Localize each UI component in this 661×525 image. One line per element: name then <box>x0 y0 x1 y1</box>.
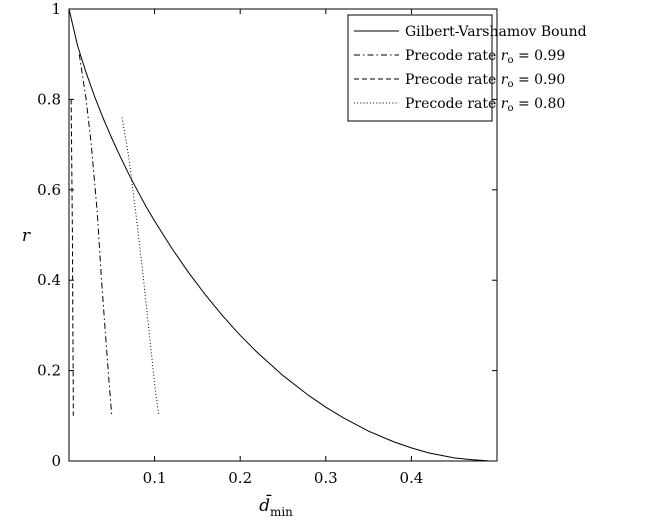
legend-label-value: = 0.80 <box>514 96 566 112</box>
legend-label-prefix: Precode rate <box>405 72 501 88</box>
series-layer <box>68 8 498 462</box>
legend-label-sub: o <box>507 103 513 114</box>
series-line <box>121 117 160 416</box>
legend-label-sub: o <box>507 55 513 66</box>
plot-frame <box>68 8 498 462</box>
legend-label-symbol: r <box>501 72 509 88</box>
series-line <box>78 54 113 416</box>
x-tick-label: 0.3 <box>314 469 338 487</box>
x-tick-label: 0.2 <box>228 469 252 487</box>
legend-label: Precode rate ro = 0.80 <box>405 96 565 114</box>
legend-label-value: = 0.99 <box>514 48 566 64</box>
series-line <box>68 8 498 462</box>
axis-ticks: 0.1 0.2 0.3 0.4 0 0.2 0.4 0.6 0.8 1 <box>37 0 497 487</box>
y-tick-label: 0.8 <box>37 90 61 108</box>
y-tick-label: 0.4 <box>37 271 61 289</box>
x-tick-label: 0.4 <box>399 469 423 487</box>
x-tick-label: 0.1 <box>143 469 167 487</box>
legend-label-symbol: r <box>501 48 509 64</box>
legend-label-symbol: r <box>501 96 509 112</box>
legend-label-prefix: Precode rate <box>405 96 501 112</box>
legend-label: Precode rate ro = 0.99 <box>405 48 565 66</box>
y-tick-label: 0 <box>51 452 61 470</box>
legend-label-prefix: Gilbert-Varshamov Bound <box>405 24 587 40</box>
legend-box <box>347 14 493 122</box>
y-tick-label: 1 <box>51 0 61 18</box>
series-line <box>70 99 74 416</box>
legend-label: Gilbert-Varshamov Bound <box>405 24 587 40</box>
y-axis-label: r <box>22 226 31 246</box>
x-axis-label: d̄min <box>259 493 293 519</box>
legend-label: Precode rate ro = 0.90 <box>405 72 565 90</box>
x-axis-label-main: d̄ <box>259 493 272 516</box>
legend-label-sub: o <box>507 79 513 90</box>
y-tick-label: 0.6 <box>37 181 61 199</box>
x-axis-label-sub: min <box>270 505 293 519</box>
legend-label-prefix: Precode rate <box>405 48 501 64</box>
legend-label-value: = 0.90 <box>514 72 566 88</box>
y-tick-label: 0.2 <box>37 362 61 380</box>
